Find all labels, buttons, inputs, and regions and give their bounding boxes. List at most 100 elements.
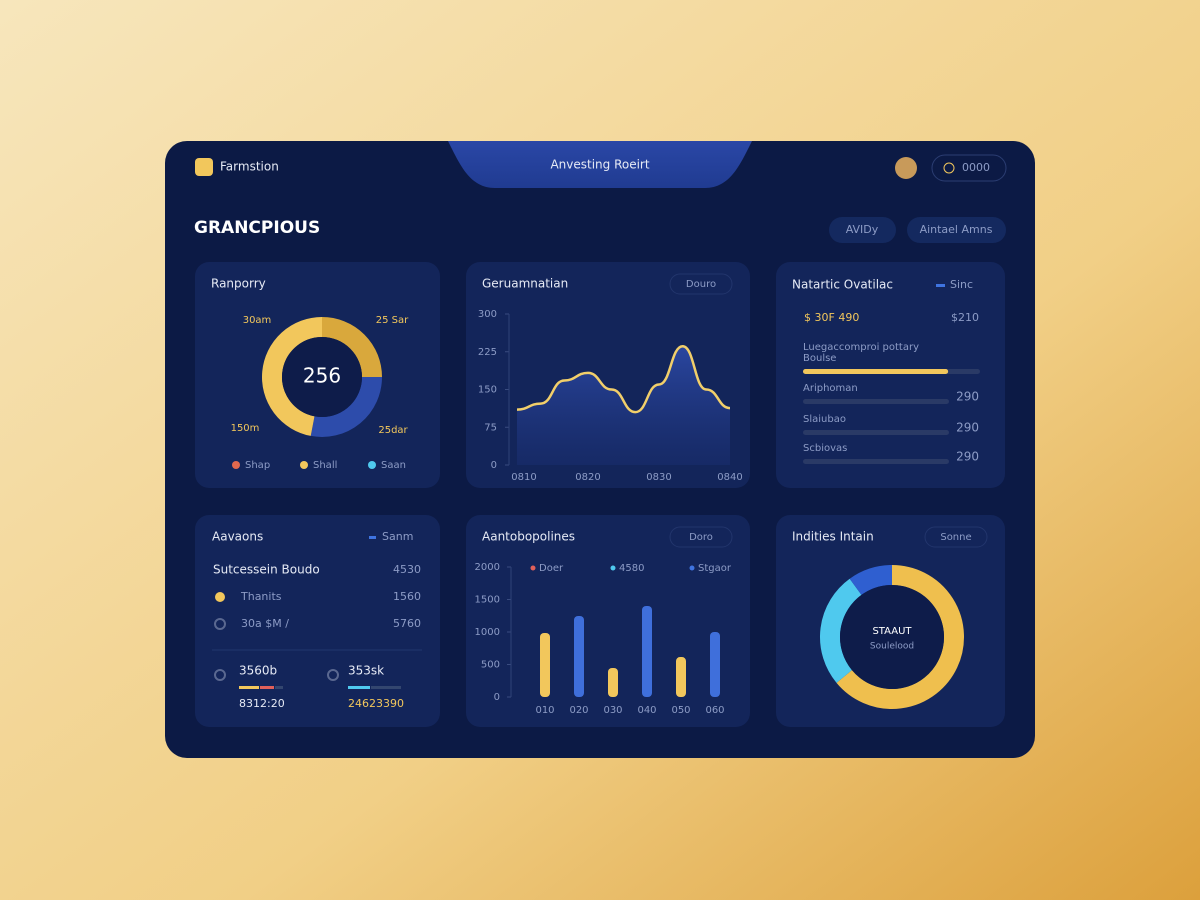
bar xyxy=(676,657,686,697)
card-title: Indities Intain xyxy=(792,530,874,544)
badge xyxy=(924,526,988,548)
badge xyxy=(669,273,733,295)
y-tick-label: 300 xyxy=(478,309,497,320)
row-value: 1560 xyxy=(393,590,421,603)
bar xyxy=(540,632,550,697)
badge-label: Doro xyxy=(689,532,713,543)
legend-dot xyxy=(368,461,376,469)
mini-bar xyxy=(260,686,274,689)
legend-dot xyxy=(530,565,536,571)
amount: $ 30F 490 xyxy=(804,311,859,324)
legend-dot xyxy=(232,461,240,469)
donut-center: 256 xyxy=(303,364,341,388)
item-value: 290 xyxy=(956,390,979,404)
y-tick-label: 75 xyxy=(484,422,497,433)
tile-dot xyxy=(214,669,226,681)
progress-fill xyxy=(803,369,949,374)
brand: Farmstion xyxy=(220,160,279,174)
card-title: Geruamnatian xyxy=(482,277,568,291)
tile-sub: 24623390 xyxy=(348,697,404,710)
y-tick-label: 1500 xyxy=(475,595,500,606)
x-tick-label: 0810 xyxy=(511,472,536,483)
x-tick-label: 030 xyxy=(603,705,622,716)
row-label: Thanits xyxy=(240,590,282,603)
item-label: Slaiubao xyxy=(803,414,846,425)
item-label: Ariphoman xyxy=(803,383,858,394)
bar xyxy=(574,616,584,697)
row-value: 4530 xyxy=(393,563,421,576)
badge-icon xyxy=(369,536,376,539)
line xyxy=(516,344,731,414)
legend-label: 4580 xyxy=(619,563,644,574)
x-tick-label: 0840 xyxy=(717,472,742,483)
badge-label: Sonne xyxy=(940,532,971,543)
action-button[interactable] xyxy=(907,217,1006,243)
tile-value: 353sk xyxy=(348,664,384,678)
x-tick-label: 0820 xyxy=(575,472,600,483)
item-label: Scbiovas xyxy=(803,443,847,454)
donut-hole xyxy=(282,337,362,417)
card xyxy=(195,515,440,727)
item-label: Boulse xyxy=(803,353,836,364)
donut-annotation: 150m xyxy=(231,423,260,434)
y-tick-label: 1000 xyxy=(475,627,500,638)
donut-annotation: 25 Sar xyxy=(376,315,409,326)
y-tick-label: 0 xyxy=(491,460,497,471)
mini-bar xyxy=(348,686,370,689)
donut-segment xyxy=(820,578,862,683)
y-tick-label: 2000 xyxy=(475,562,500,573)
x-tick-label: 060 xyxy=(705,705,724,716)
donut-annotation: 30am xyxy=(243,315,272,326)
avatar[interactable] xyxy=(895,157,917,179)
x-tick-label: 050 xyxy=(671,705,690,716)
bar xyxy=(642,606,652,697)
header-button-label: 0000 xyxy=(962,161,990,174)
x-tick-label: 010 xyxy=(535,705,554,716)
line-area xyxy=(517,346,730,465)
action-button[interactable] xyxy=(829,217,896,243)
row-dot xyxy=(215,592,225,602)
bar xyxy=(608,668,618,697)
legend-dot xyxy=(610,565,616,571)
item-label: Luegaccomproi pottary xyxy=(803,342,919,353)
y-tick-label: 500 xyxy=(481,660,500,671)
donut-segment xyxy=(321,317,382,378)
legend-label: Shap xyxy=(245,460,270,471)
card-title: Aavaons xyxy=(212,530,263,544)
item-value: 290 xyxy=(956,421,979,435)
badge: Sanm xyxy=(382,530,413,543)
donut-segment xyxy=(849,565,893,596)
badge-icon xyxy=(936,284,945,287)
mini-bar xyxy=(239,686,259,689)
item-value: 290 xyxy=(956,450,979,464)
tile-dot xyxy=(327,669,339,681)
legend-label: Saan xyxy=(381,460,406,471)
x-tick-label: 0830 xyxy=(646,472,671,483)
brand-icon xyxy=(195,158,213,176)
progress-track xyxy=(803,459,949,464)
page-title: GRANCPIOUS xyxy=(194,218,320,238)
tile-sub: 8312:20 xyxy=(239,697,285,710)
amount-right: $210 xyxy=(951,311,979,324)
row-value: 5760 xyxy=(393,617,421,630)
donut-center: Soulelood xyxy=(870,642,914,652)
x-tick-label: 040 xyxy=(637,705,656,716)
header-button[interactable] xyxy=(931,154,1007,182)
badge: Sinc xyxy=(950,278,973,291)
header-tab xyxy=(448,141,752,188)
action-label: AVIDy xyxy=(846,223,879,236)
donut-segment xyxy=(836,565,964,709)
donut-segment xyxy=(310,376,382,437)
tab-label[interactable]: Anvesting Roeirt xyxy=(550,158,649,172)
x-tick-label: 020 xyxy=(569,705,588,716)
y-tick-label: 150 xyxy=(478,385,497,396)
row-dot xyxy=(214,618,226,630)
badge xyxy=(669,526,733,548)
tile-value: 3560b xyxy=(239,664,277,678)
donut-annotation: 25dar xyxy=(378,425,408,436)
card-title: Natartic Ovatilac xyxy=(792,278,893,292)
legend-dot xyxy=(300,461,308,469)
button-icon xyxy=(943,162,955,174)
legend-label: Shall xyxy=(313,460,337,471)
